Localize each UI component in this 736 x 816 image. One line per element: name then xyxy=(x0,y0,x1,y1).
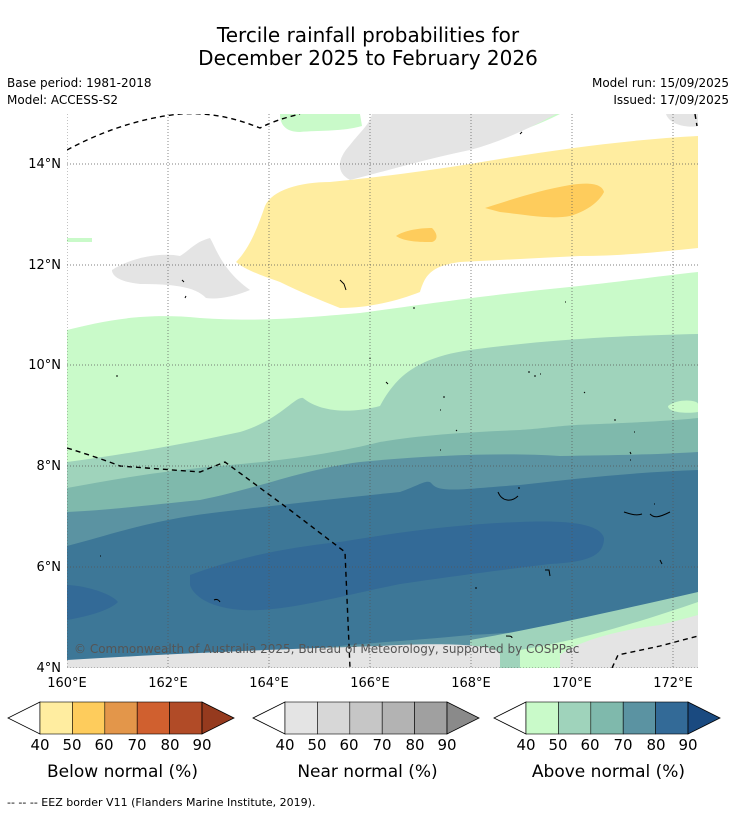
above-tick-90: 90 xyxy=(678,736,697,754)
above-tick-80: 80 xyxy=(646,736,665,754)
colorbar-under-arrow xyxy=(493,701,527,735)
island-markers xyxy=(100,131,671,639)
issued-date: Issued: 17/09/2025 xyxy=(613,93,729,107)
near-normal-swatches xyxy=(252,701,480,735)
colorbar-under-arrow xyxy=(7,701,41,735)
above-normal-ticks: 40 50 60 70 80 90 xyxy=(516,736,697,754)
west-green-dash xyxy=(67,238,92,242)
lat-tick-8n: 8°N xyxy=(37,459,62,474)
eez-footnote: -- -- -- EEZ border V11 (Flanders Marine… xyxy=(7,796,316,809)
longitude-tick-labels: 160°E 162°E 164°E 166°E 168°E 170°E 172°… xyxy=(47,676,693,691)
lat-tick-6n: 6°N xyxy=(37,560,62,575)
colorbar-over-arrow xyxy=(687,701,721,735)
above-normal-label: Above normal (%) xyxy=(531,762,686,782)
near-tick-90: 90 xyxy=(437,736,456,754)
below-tick-90: 90 xyxy=(192,736,211,754)
below-tick-60: 60 xyxy=(94,736,113,754)
near-tick-70: 70 xyxy=(372,736,391,754)
eez-border xyxy=(67,114,698,668)
colorbar-swatch xyxy=(104,701,138,735)
colorbar-swatch xyxy=(284,701,318,735)
colorbar-swatch xyxy=(655,701,689,735)
colorbar-swatch xyxy=(136,701,170,735)
below-normal-label: Below normal (%) xyxy=(47,762,198,782)
map-field: © Commonwealth of Australia 2025, Bureau… xyxy=(67,114,698,668)
model-run-date: Model run: 15/09/2025 xyxy=(591,76,729,90)
above-tick-40: 40 xyxy=(516,736,535,754)
near-normal-northeast-region xyxy=(666,114,698,127)
map-gridlines xyxy=(67,114,698,668)
below-normal-swatches xyxy=(7,701,235,735)
lon-tick-168e: 168°E xyxy=(451,676,491,691)
map-title-line-1: Tercile rainfall probabilities for xyxy=(216,23,520,47)
probability-map: © Commonwealth of Australia 2025, Bureau… xyxy=(28,114,698,691)
lon-tick-162e: 162°E xyxy=(148,676,188,691)
lat-tick-14n: 14°N xyxy=(28,157,61,172)
base-period: Base period: 1981-2018 xyxy=(7,76,152,90)
above-normal-swatches xyxy=(493,701,721,735)
below-tick-40: 40 xyxy=(30,736,49,754)
below-tick-80: 80 xyxy=(160,736,179,754)
colorbar-swatch xyxy=(317,701,351,735)
near-normal-colorbar: 40 50 60 70 80 90 xyxy=(252,701,480,754)
colorbar-swatch xyxy=(558,701,592,735)
lon-tick-172e: 172°E xyxy=(653,676,693,691)
colorbar-swatch xyxy=(381,701,415,735)
colorbar-swatch xyxy=(525,701,559,735)
lon-tick-170e: 170°E xyxy=(552,676,592,691)
colorbar-swatch xyxy=(349,701,383,735)
near-normal-west-region xyxy=(112,238,250,299)
lat-tick-12n: 12°N xyxy=(28,258,61,273)
colorbar-over-arrow xyxy=(201,701,235,735)
above-tick-60: 60 xyxy=(580,736,599,754)
above-normal-core-region xyxy=(190,521,604,611)
near-normal-north-region xyxy=(339,114,556,180)
colorbar-under-arrow xyxy=(252,701,286,735)
colorbar-swatch xyxy=(622,701,656,735)
lon-tick-164e: 164°E xyxy=(249,676,289,691)
colorbar-swatch xyxy=(414,701,448,735)
model-name: Model: ACCESS-S2 xyxy=(7,93,119,107)
colorbar-swatch xyxy=(169,701,203,735)
below-normal-ticks: 40 50 60 70 80 90 xyxy=(30,736,211,754)
latitude-tick-labels: 14°N 12°N 10°N 8°N 6°N 4°N xyxy=(28,157,61,676)
lat-tick-4n: 4°N xyxy=(37,661,62,676)
north-green-patch xyxy=(280,114,362,132)
lon-tick-166e: 166°E xyxy=(350,676,390,691)
map-title-line-2: December 2025 to February 2026 xyxy=(198,46,538,70)
lat-tick-10n: 10°N xyxy=(28,358,61,373)
near-normal-ticks: 40 50 60 70 80 90 xyxy=(275,736,456,754)
colorbar-swatch xyxy=(39,701,73,735)
southeast-grey-patch xyxy=(560,615,698,668)
near-tick-40: 40 xyxy=(275,736,294,754)
below-normal-50-60-region xyxy=(485,183,604,218)
above-tick-50: 50 xyxy=(548,736,567,754)
lon-tick-160e: 160°E xyxy=(47,676,87,691)
below-normal-colorbar: 40 50 60 70 80 90 xyxy=(7,701,235,754)
colorbar-swatch xyxy=(590,701,624,735)
above-normal-colorbar: 40 50 60 70 80 90 xyxy=(493,701,721,754)
east-green-blob xyxy=(668,400,698,413)
near-tick-50: 50 xyxy=(307,736,326,754)
copyright-notice: © Commonwealth of Australia 2025, Bureau… xyxy=(74,642,579,656)
below-tick-70: 70 xyxy=(127,736,146,754)
above-tick-70: 70 xyxy=(613,736,632,754)
near-tick-80: 80 xyxy=(405,736,424,754)
southwest-grey-strip xyxy=(67,644,500,668)
below-tick-50: 50 xyxy=(62,736,81,754)
below-normal-50-60-patch xyxy=(396,228,437,242)
below-normal-40-50-region xyxy=(236,136,698,308)
colorbar-over-arrow xyxy=(446,701,480,735)
colorbar-swatch xyxy=(72,701,106,735)
near-tick-60: 60 xyxy=(339,736,358,754)
near-normal-label: Near normal (%) xyxy=(297,762,438,782)
above-normal-core-region-west xyxy=(67,585,118,620)
